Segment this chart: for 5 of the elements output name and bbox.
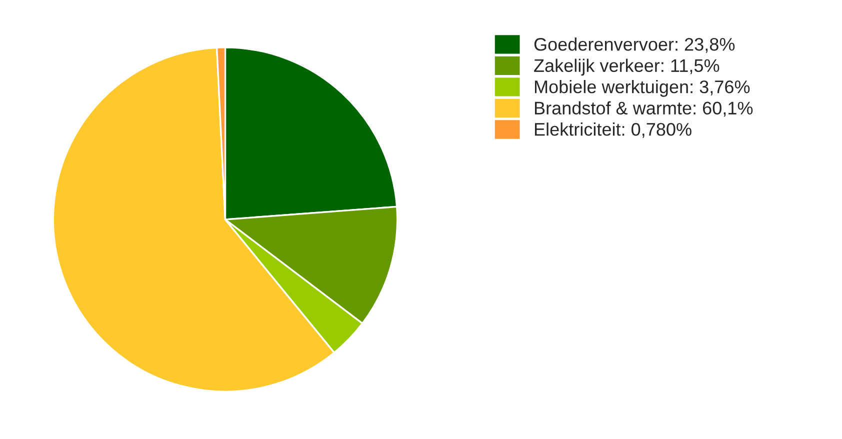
legend-label: Brandstof & warmte: 60,1% xyxy=(534,101,753,117)
legend-label: Goederenvervoer: 23,8% xyxy=(534,37,735,53)
legend-label: Elektriciteit: 0,780% xyxy=(534,122,692,138)
legend-label: Mobiele werktuigen: 3,76% xyxy=(534,80,750,97)
legend-label: Zakelijk verkeer: 11,5% xyxy=(534,58,720,76)
